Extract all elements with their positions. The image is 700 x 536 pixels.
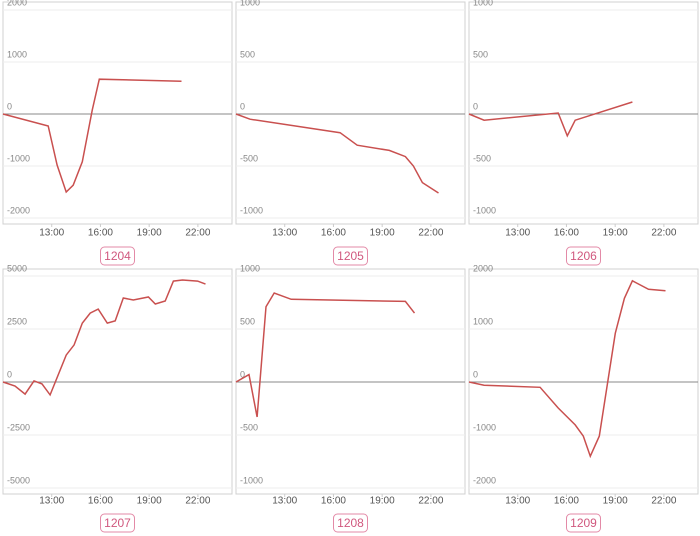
y-tick-label: -2000: [7, 205, 30, 215]
chart-panel: -1000 -500 0 500 1000 13:00 16:00 19:00 22:00 120…: [235, 0, 466, 266]
x-tick-label: 13:00: [39, 228, 64, 239]
y-tick-label: -500: [240, 153, 258, 163]
line-series: [2, 279, 206, 397]
x-tick-label: 13:00: [272, 228, 297, 239]
x-tick-label: 16:00: [321, 228, 346, 239]
chart-title-button[interactable]: [100, 513, 135, 533]
y-tick-label: 500: [473, 49, 488, 59]
y-tick-label: -1000: [473, 205, 496, 215]
chart-panel: -5000 -2500 0 2500 5000 13:00 16:00 19:00 22:00 1…: [2, 263, 233, 533]
x-tick-label: 13:00: [272, 496, 297, 507]
panel-frame: [2, 1, 233, 225]
chart-title[interactable]: 1206: [570, 249, 597, 263]
x-tick-label: 22:00: [185, 228, 210, 239]
panel-frame: [468, 1, 699, 225]
chart-title-button[interactable]: [333, 246, 368, 266]
y-tick-label: 1000: [473, 316, 493, 326]
chart-title-button[interactable]: [333, 513, 368, 533]
x-tick-label: 19:00: [370, 228, 395, 239]
y-tick-label: 1000: [7, 49, 27, 59]
y-tick-label: 0: [240, 101, 245, 111]
x-tick-label: 16:00: [554, 496, 579, 507]
line-series: [468, 101, 633, 138]
y-tick-label: -500: [473, 153, 491, 163]
line-series: [2, 78, 182, 194]
y-tick-label: -500: [240, 422, 258, 432]
y-tick-label: 0: [240, 369, 245, 379]
y-tick-label: -1000: [7, 153, 30, 163]
y-tick-label: -2000: [473, 475, 496, 485]
y-tick-label: 1000: [240, 263, 260, 273]
chart-title[interactable]: 1205: [337, 249, 364, 263]
x-tick-label: 22:00: [185, 496, 210, 507]
x-tick-label: 19:00: [603, 496, 628, 507]
y-tick-label: 5000: [7, 263, 27, 273]
x-tick-label: 16:00: [554, 228, 579, 239]
chart-title[interactable]: 1207: [104, 516, 131, 530]
x-tick-label: 19:00: [603, 228, 628, 239]
x-tick-label: 13:00: [39, 496, 64, 507]
x-tick-label: 22:00: [651, 228, 676, 239]
y-tick-label: -1000: [240, 205, 263, 215]
line-series: [235, 292, 416, 418]
chart-title[interactable]: 1208: [337, 516, 364, 530]
y-tick-label: 1000: [473, 0, 493, 7]
y-tick-label: 0: [473, 369, 478, 379]
y-tick-label: -2500: [7, 422, 30, 432]
y-tick-label: -5000: [7, 475, 30, 485]
x-tick-label: 13:00: [505, 496, 530, 507]
y-tick-label: 500: [240, 316, 255, 326]
chart-title-button[interactable]: [566, 246, 601, 266]
y-tick-label: -1000: [473, 422, 496, 432]
x-tick-label: 16:00: [88, 228, 113, 239]
line-series: [235, 113, 439, 194]
y-tick-label: 2000: [7, 0, 27, 7]
x-tick-label: 22:00: [651, 496, 676, 507]
chart-panel: -2000 -1000 0 1000 2000 13:00 16:00 19:00 22:00 1…: [2, 0, 233, 266]
x-tick-label: 16:00: [88, 496, 113, 507]
x-tick-label: 22:00: [418, 228, 443, 239]
x-tick-label: 13:00: [505, 228, 530, 239]
y-tick-label: 0: [7, 101, 12, 111]
y-tick-label: -1000: [240, 475, 263, 485]
y-tick-label: 0: [7, 369, 12, 379]
chart-panel: -1000 -500 0 500 1000 13:00 16:00 19:00 22:00 120…: [468, 0, 699, 266]
x-tick-label: 19:00: [137, 496, 162, 507]
y-tick-label: 0: [473, 101, 478, 111]
panel-frame: [235, 1, 466, 225]
y-tick-label: 2000: [473, 263, 493, 273]
x-tick-label: 19:00: [370, 496, 395, 507]
y-tick-label: 1000: [240, 0, 260, 7]
chart-panel: -2000 -1000 0 1000 2000 13:00 16:00 19:00 22:00 1…: [468, 263, 699, 533]
chart-title[interactable]: 1204: [104, 249, 131, 263]
chart-title[interactable]: 1209: [570, 516, 597, 530]
x-tick-label: 16:00: [321, 496, 346, 507]
chart-title-button[interactable]: [100, 246, 135, 266]
y-tick-label: 500: [240, 49, 255, 59]
chart-panel: -1000 -500 0 500 1000 13:00 16:00 19:00 22:00 120…: [235, 263, 466, 533]
chart-title-button[interactable]: [566, 513, 601, 533]
x-tick-label: 22:00: [418, 496, 443, 507]
line-series: [468, 279, 666, 459]
x-tick-label: 19:00: [137, 228, 162, 239]
y-tick-label: 2500: [7, 316, 27, 326]
